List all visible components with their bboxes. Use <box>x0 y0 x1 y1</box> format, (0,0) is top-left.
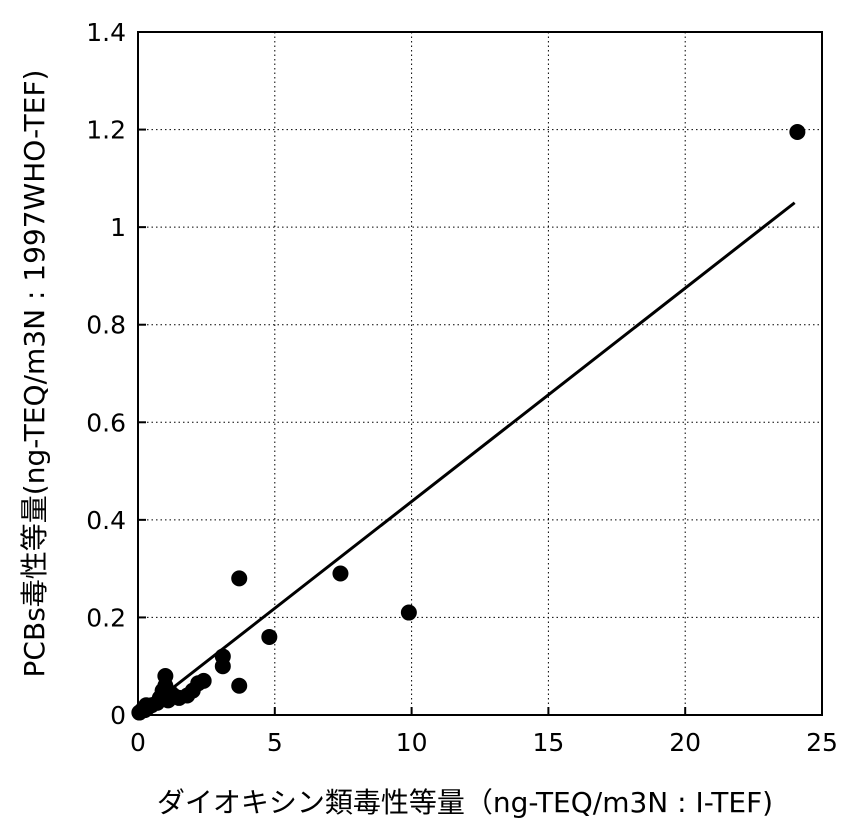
y-tick-label: 0.6 <box>86 408 126 437</box>
x-tick-label: 20 <box>669 728 701 757</box>
x-tick-label: 5 <box>267 728 283 757</box>
plot-frame <box>137 31 823 716</box>
x-tick-label: 25 <box>806 728 838 757</box>
grid-lines <box>138 32 822 715</box>
data-point <box>231 677 248 694</box>
data-point <box>157 667 174 684</box>
x-axis-ticks: 0 5 10 15 20 25 <box>130 707 838 757</box>
data-point <box>261 628 278 645</box>
y-tick-label: 1.4 <box>86 18 126 47</box>
y-tick-label: 1 <box>110 213 126 242</box>
x-tick-label: 10 <box>396 728 428 757</box>
data-points <box>131 124 806 721</box>
x-axis-title: ダイオキシン類毒性等量（ng-TEQ/m3N : I-TEF) <box>157 786 773 819</box>
x-tick-label: 15 <box>532 728 564 757</box>
data-point <box>332 565 349 582</box>
x-tick-label: 0 <box>130 728 146 757</box>
y-tick-label: 0.2 <box>86 603 126 632</box>
y-tick-label: 1.2 <box>86 116 126 145</box>
y-tick-label: 0.4 <box>86 506 126 535</box>
data-point <box>231 570 248 587</box>
data-point <box>400 604 417 621</box>
y-axis-title: PCBs毒性等量(ng-TEQ/m3N : 1997WHO-TEF) <box>18 70 51 678</box>
data-point <box>214 648 231 665</box>
data-point <box>789 124 806 141</box>
data-point <box>195 672 212 689</box>
trend-line <box>137 201 796 717</box>
y-tick-label: 0 <box>110 701 126 730</box>
y-tick-label: 0.8 <box>86 311 126 340</box>
y-axis-ticks: 0 0.2 0.4 0.6 0.8 1 1.2 1.4 <box>86 18 146 730</box>
